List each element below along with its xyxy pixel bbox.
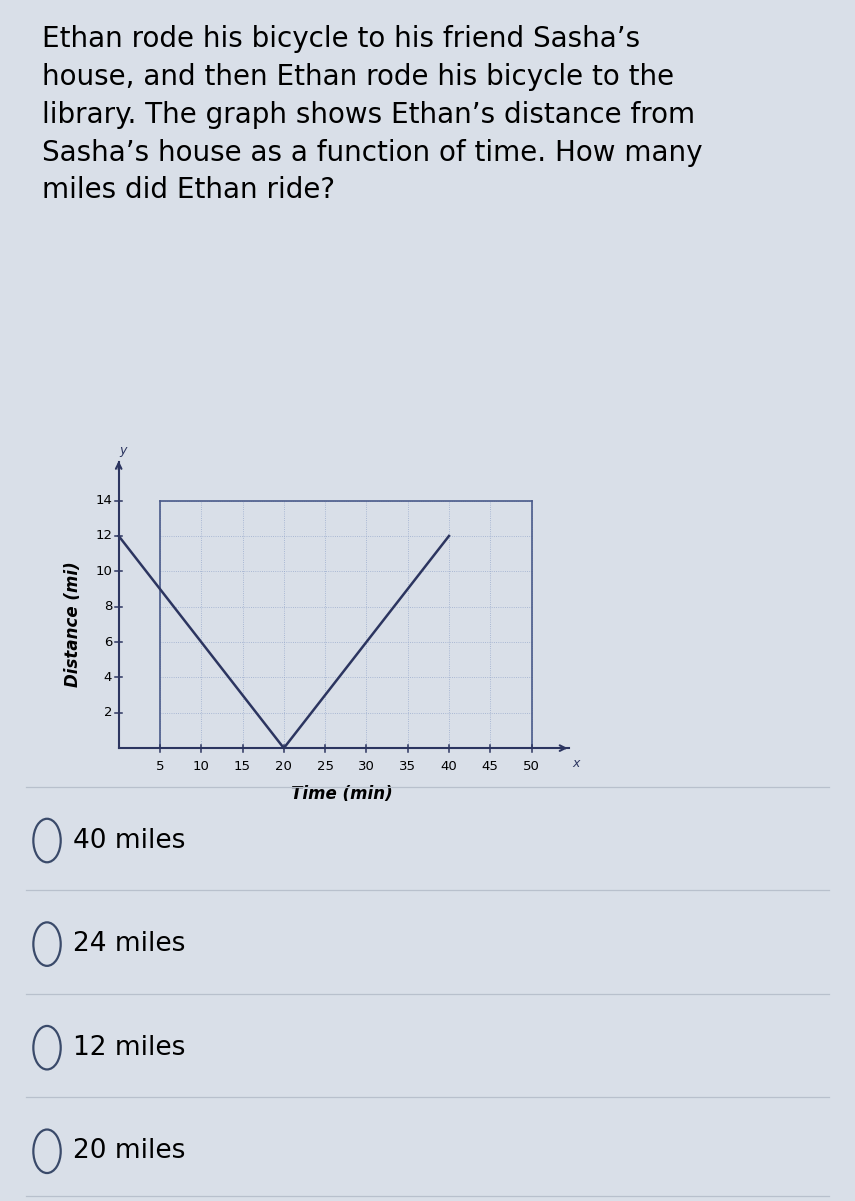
Text: 8: 8 <box>103 600 112 614</box>
Text: 6: 6 <box>103 635 112 649</box>
Text: 40: 40 <box>440 760 457 773</box>
Text: 14: 14 <box>95 494 112 507</box>
Text: Ethan rode his bicycle to his friend Sasha’s
house, and then Ethan rode his bicy: Ethan rode his bicycle to his friend Sas… <box>42 25 702 204</box>
Text: 40 miles: 40 miles <box>73 827 185 854</box>
Text: 15: 15 <box>234 760 251 773</box>
Text: 25: 25 <box>316 760 333 773</box>
Text: 24 miles: 24 miles <box>73 931 185 957</box>
Text: y: y <box>119 444 127 458</box>
Text: 35: 35 <box>399 760 416 773</box>
Text: 10: 10 <box>193 760 209 773</box>
Text: 5: 5 <box>156 760 164 773</box>
Text: 20: 20 <box>275 760 292 773</box>
Text: 4: 4 <box>103 671 112 683</box>
Text: 10: 10 <box>95 564 112 578</box>
Text: 30: 30 <box>358 760 374 773</box>
Text: Distance (mi): Distance (mi) <box>64 562 82 687</box>
Text: 2: 2 <box>103 706 112 719</box>
Text: 50: 50 <box>523 760 540 773</box>
Text: 20 miles: 20 miles <box>73 1139 185 1164</box>
Text: 12 miles: 12 miles <box>73 1035 185 1060</box>
Text: 45: 45 <box>482 760 498 773</box>
Text: 12: 12 <box>95 530 112 543</box>
Text: Time (min): Time (min) <box>291 785 392 803</box>
Text: x: x <box>572 757 580 770</box>
